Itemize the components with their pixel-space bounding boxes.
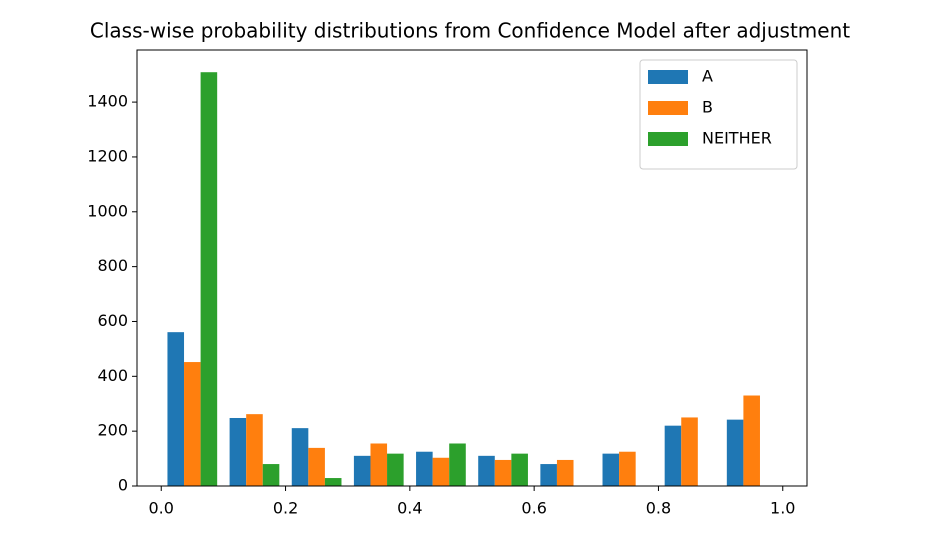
x-tick-label: 0.0 (149, 499, 174, 518)
legend-label: NEITHER (702, 129, 772, 148)
bar (370, 443, 388, 486)
bar (432, 457, 450, 486)
x-tick-label: 0.2 (273, 499, 298, 518)
y-tick-label: 600 (97, 311, 128, 330)
legend-swatch (648, 132, 688, 146)
bar (511, 453, 528, 486)
y-tick-label: 0 (118, 476, 128, 495)
bar (262, 464, 280, 486)
x-tick-label: 0.6 (521, 499, 546, 518)
bar (449, 443, 466, 486)
bar (308, 447, 325, 486)
axes-frame (136, 49, 808, 487)
y-tick-label: 1000 (87, 201, 128, 220)
bar (664, 425, 682, 486)
x-tick-label: 0.4 (397, 499, 422, 518)
bar (200, 72, 218, 487)
bar (229, 417, 247, 486)
bar (619, 451, 636, 486)
legend-label: A (702, 67, 713, 86)
y-tick-label: 800 (97, 256, 128, 275)
y-tick-label: 1400 (87, 92, 128, 111)
y-tick-label: 1200 (87, 146, 128, 165)
bar (681, 417, 698, 486)
bar (743, 395, 760, 486)
legend-label: B (702, 98, 713, 117)
bar (416, 451, 433, 486)
bar (353, 455, 371, 486)
x-tick-label: 1.0 (770, 499, 795, 518)
x-tick-label: 0.8 (646, 499, 671, 518)
bar (726, 419, 744, 486)
y-tick-label: 400 (97, 366, 128, 385)
bar (556, 459, 574, 486)
bar (540, 464, 557, 486)
bar (246, 414, 263, 486)
bar (167, 332, 185, 486)
y-tick-label: 200 (97, 421, 128, 440)
bar (387, 453, 404, 486)
bar (291, 428, 309, 486)
legend-swatch (648, 70, 688, 84)
bar (494, 459, 512, 486)
bar (184, 362, 201, 486)
chart-title: Class-wise probability distributions fro… (90, 19, 850, 43)
bar (478, 455, 495, 486)
bar (602, 453, 620, 486)
bar (324, 478, 342, 486)
legend-swatch (648, 101, 688, 115)
